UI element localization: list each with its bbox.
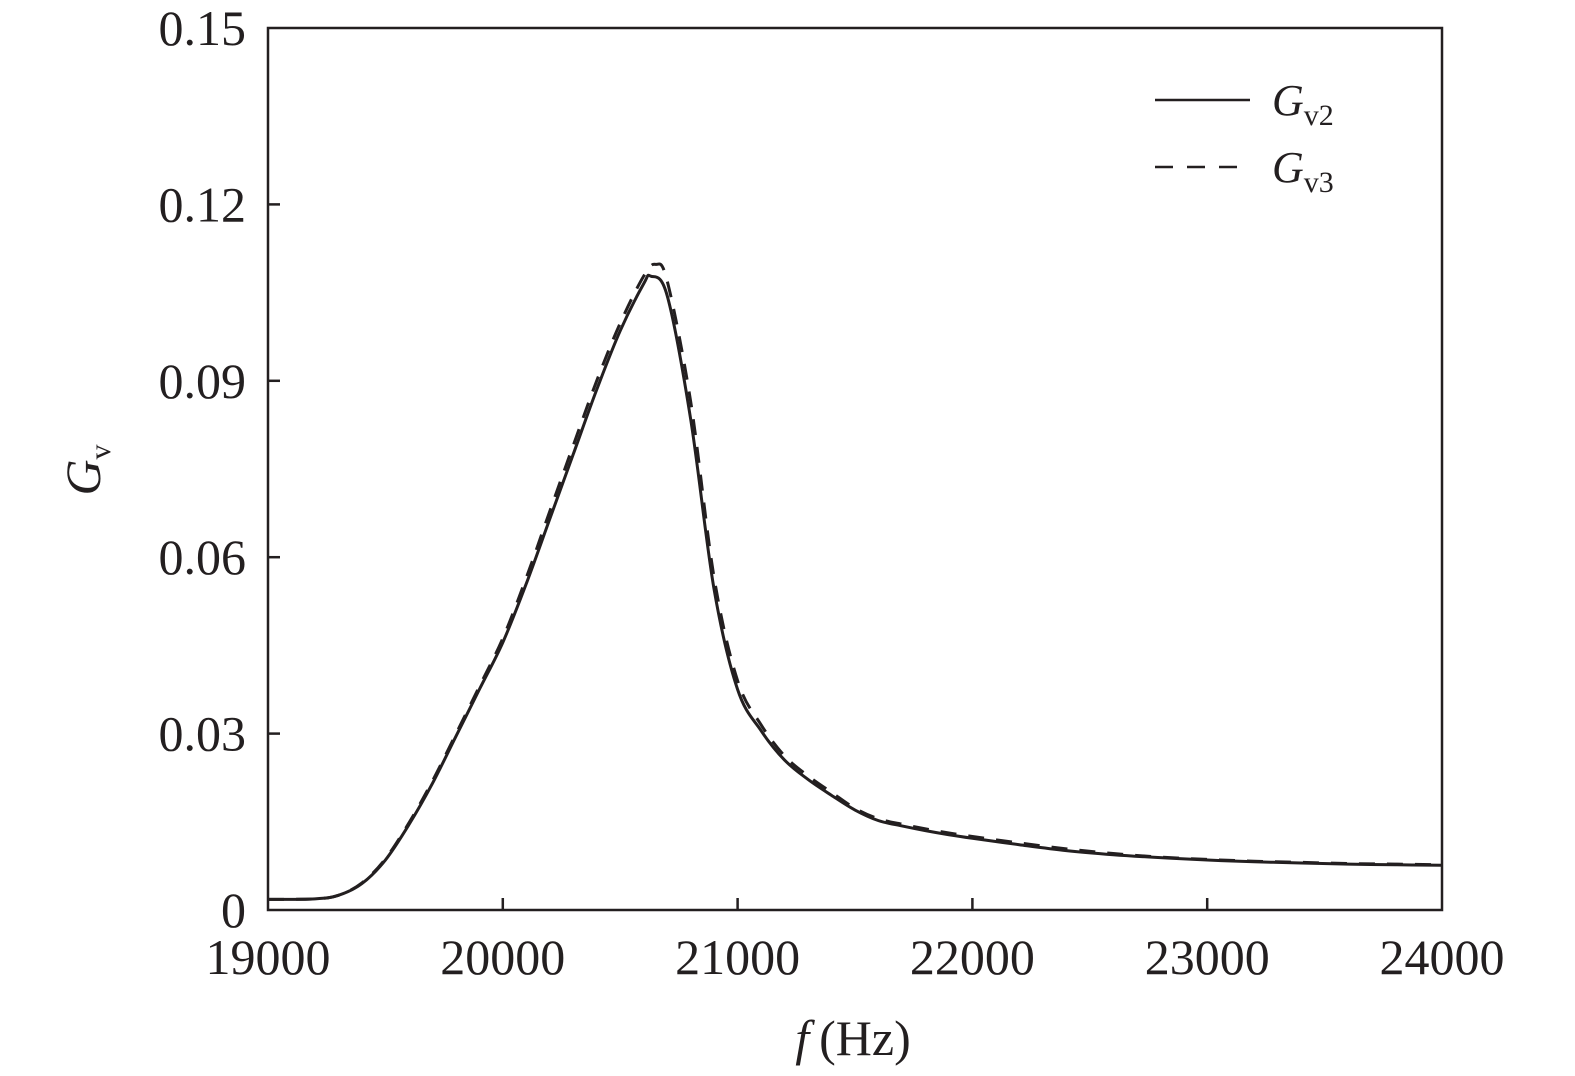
y-tick-label: 0.09	[159, 353, 247, 409]
legend: Gv2 Gv3	[1155, 76, 1334, 199]
y-tick-label: 0.15	[159, 0, 247, 56]
y-axis-label-sub: v	[84, 444, 117, 459]
x-axis-label: f (Hz)	[795, 1010, 911, 1066]
x-tick-label: 24000	[1380, 929, 1505, 985]
y-tick-label: 0.03	[159, 706, 247, 762]
y-tick-label: 0.06	[159, 529, 247, 585]
x-tick-label: 20000	[440, 929, 565, 985]
legend-label-gv2: Gv2	[1272, 76, 1334, 132]
axis-ticks: 19000 20000 21000 22000 23000 24000 0 0.03 0.06 0…	[159, 0, 1505, 985]
x-tick-label: 19000	[206, 929, 331, 985]
series-line-g-v2	[267, 273, 1443, 901]
series-line-g-v3	[267, 262, 1443, 901]
y-tick-label: 0.12	[159, 176, 247, 232]
y-axis-label-var: G	[55, 459, 111, 495]
series-layer	[267, 262, 1443, 901]
legend-label-gv3: Gv3	[1272, 143, 1334, 199]
y-tick-label: 0	[221, 882, 246, 938]
x-tick-label: 21000	[675, 929, 800, 985]
x-axis-label-unit: (Hz)	[819, 1010, 911, 1066]
plot-frame	[266, 26, 1444, 912]
x-axis-label-var: f	[795, 1010, 815, 1066]
x-tick-label: 23000	[1145, 929, 1270, 985]
y-axis-label: Gv	[55, 444, 117, 495]
x-tick-label: 22000	[910, 929, 1035, 985]
